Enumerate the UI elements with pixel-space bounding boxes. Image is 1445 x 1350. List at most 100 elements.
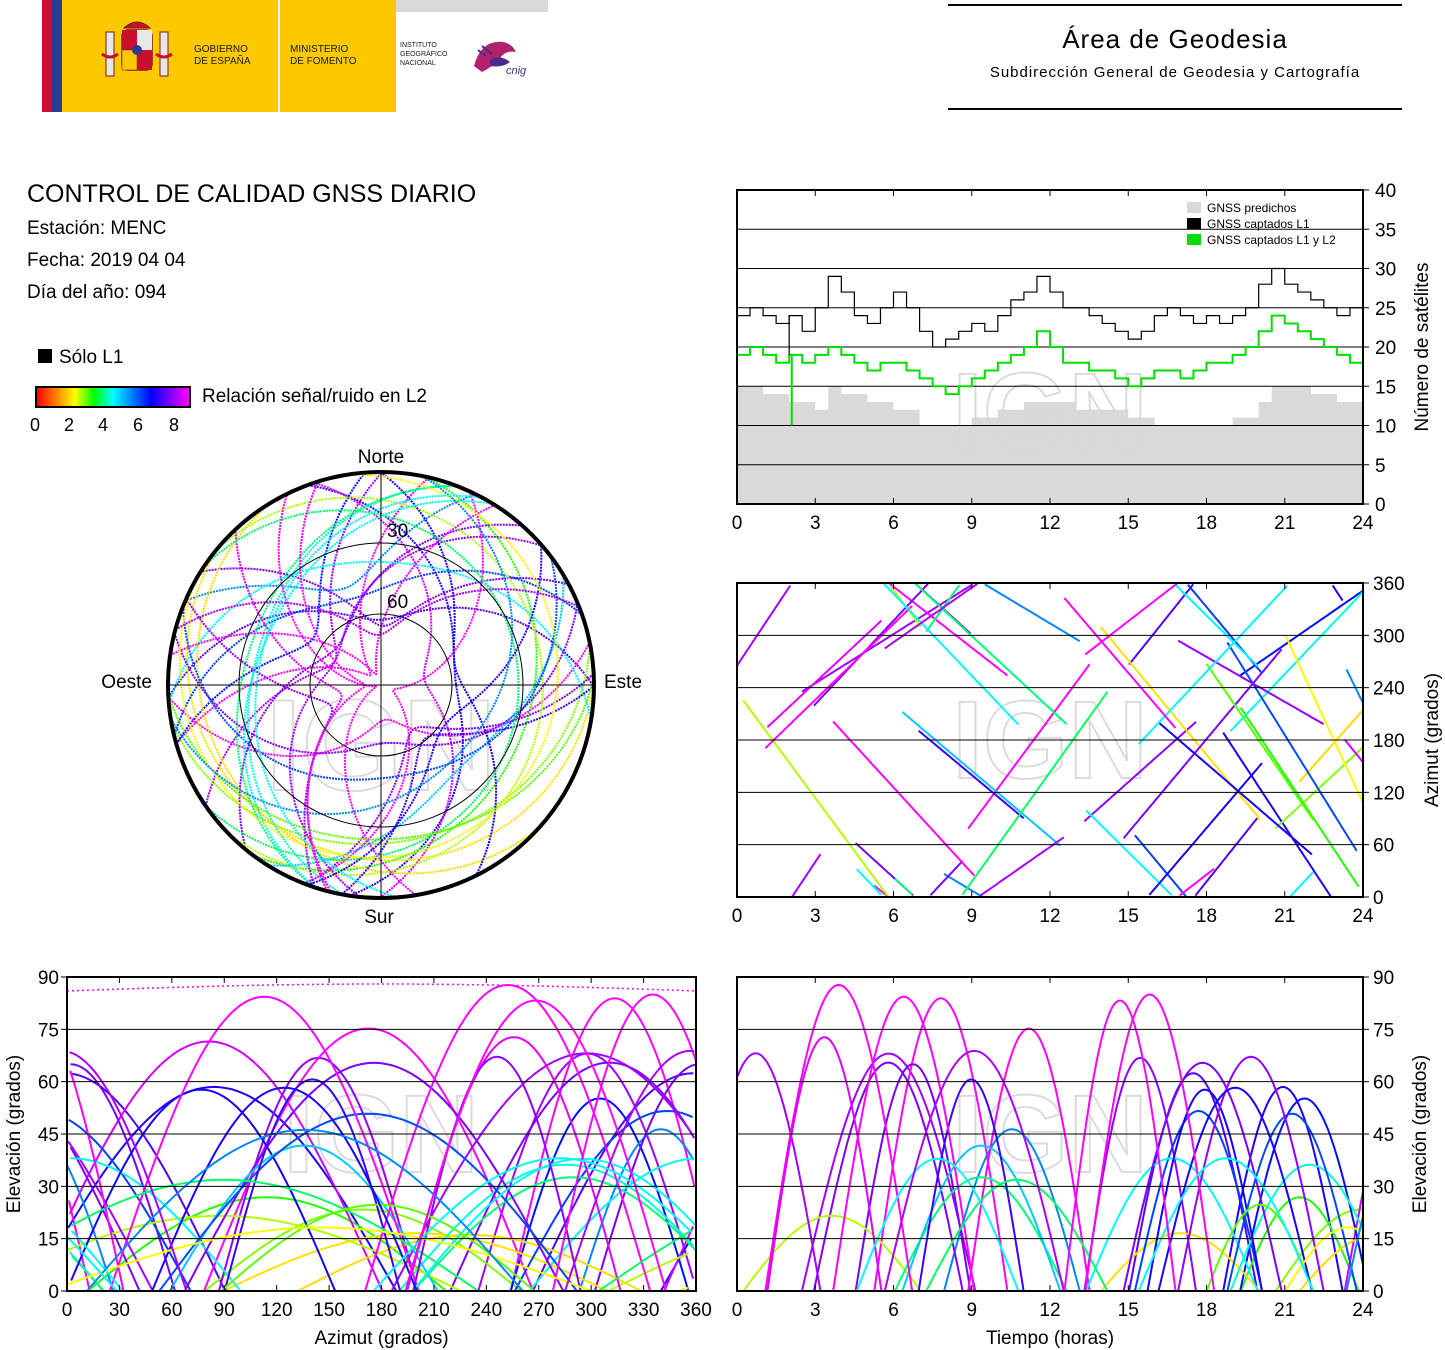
- sky-track: [167, 560, 593, 720]
- x-axis-label: Tiempo (horas): [986, 1328, 1114, 1349]
- sky-track: [169, 504, 496, 676]
- elaz-track: [71, 1157, 696, 1291]
- y-tick-label: 30: [38, 1177, 59, 1198]
- elaz-high-track: [67, 983, 696, 992]
- y-tick-label: 45: [1373, 1125, 1394, 1146]
- az-track: [1157, 721, 1313, 856]
- y-tick-label: 15: [38, 1230, 59, 1251]
- y-axis-label: Número de satélites: [1412, 263, 1433, 432]
- elt-track: [855, 1157, 1020, 1291]
- y-axis-label: Elevación (grados): [1410, 1055, 1431, 1213]
- elt-track: [766, 1036, 883, 1291]
- area-title: Área de Geodesia: [1062, 24, 1288, 54]
- elt-track: [737, 1052, 822, 1291]
- az-track: [1239, 589, 1363, 677]
- y-tick-label: 15: [1373, 1230, 1394, 1251]
- az-track: [918, 729, 1025, 820]
- east-label: Este: [604, 672, 642, 693]
- elaz-track: [220, 1203, 535, 1291]
- az-track: [894, 583, 1068, 896]
- y-tick-label: 30: [1375, 260, 1396, 281]
- colorbar-tick: 6: [133, 415, 144, 435]
- az-track: [1148, 762, 1263, 896]
- y-tick-label: 0: [1375, 495, 1386, 516]
- y-tick-label: 25: [1375, 299, 1396, 320]
- az-track: [1085, 583, 1259, 896]
- ministry-name-2: DE FOMENTO: [290, 56, 357, 67]
- sky-track: [307, 544, 543, 886]
- az-track: [901, 711, 1061, 847]
- x-tick-label: 18: [1196, 1300, 1217, 1321]
- az-track: [764, 605, 913, 749]
- snr-colorbar: [35, 386, 191, 408]
- snr-colorbar-label: Relación señal/ruido en L2: [202, 386, 427, 407]
- ring-label: 30: [387, 521, 408, 542]
- elt-track: [1239, 1097, 1363, 1291]
- y-axis-label: Azimut (grados): [1422, 673, 1443, 807]
- south-label: Sur: [364, 907, 394, 928]
- x-tick-label: 90: [214, 1300, 235, 1321]
- x-tick-label: 24: [1352, 513, 1374, 534]
- x-tick-label: 330: [628, 1300, 660, 1321]
- elt-track: [1177, 1055, 1325, 1291]
- sky-track: [186, 548, 595, 862]
- sky-track: [174, 588, 580, 637]
- logo-top-bar: [396, 0, 548, 12]
- elt-track: [943, 1128, 1081, 1291]
- divider: [948, 108, 1402, 110]
- ign-name-1: INSTITUTO: [400, 42, 437, 49]
- doy-label: Día del año: 094: [27, 282, 167, 303]
- elt-track: [1133, 1109, 1264, 1291]
- elaz-track: [67, 1052, 692, 1291]
- ministry-name-1: MINISTERIO: [290, 44, 349, 55]
- y-tick-label: 240: [1373, 679, 1405, 700]
- elt-track: [967, 1027, 1091, 1291]
- y-tick-label: 75: [1373, 1020, 1394, 1041]
- x-tick-label: 3: [810, 906, 821, 927]
- az-track: [1229, 590, 1363, 732]
- elaz-track: [412, 1055, 582, 1291]
- sky-track: [185, 493, 477, 602]
- legend-swatch: [1187, 202, 1201, 213]
- y-tick-label: 90: [38, 968, 59, 989]
- az-track: [856, 583, 1020, 896]
- sky-track: [182, 556, 558, 781]
- x-tick-label: 150: [313, 1300, 345, 1321]
- elt-track: [1146, 1088, 1263, 1291]
- az-track: [766, 619, 883, 728]
- west-label: Oeste: [101, 672, 152, 693]
- l1-only-swatch: [38, 349, 52, 363]
- x-tick-label: 60: [161, 1300, 182, 1321]
- colorbar-tick: 8: [169, 415, 180, 435]
- elt-track: [925, 1178, 1109, 1291]
- legend-swatch: [1187, 234, 1201, 245]
- az-track: [1205, 663, 1315, 821]
- predicted-area: [737, 386, 1363, 504]
- elt-track: [1085, 1157, 1259, 1291]
- page-title: CONTROL DE CALIDAD GNSS DIARIO: [27, 180, 477, 208]
- y-tick-label: 20: [1375, 338, 1396, 359]
- x-tick-label: 6: [888, 1300, 899, 1321]
- sky-track: [254, 494, 483, 899]
- elt-track: [1157, 1086, 1313, 1291]
- x-tick-label: 270: [523, 1300, 555, 1321]
- elaz-track: [70, 1157, 695, 1291]
- x-tick-label: 21: [1274, 1300, 1295, 1321]
- legend-entry: GNSS captados L1: [1207, 217, 1310, 231]
- x-tick-label: 6: [888, 906, 899, 927]
- y-tick-label: 30: [1373, 1177, 1394, 1198]
- sky-horizon: [166, 470, 596, 900]
- y-tick-label: 75: [38, 1020, 59, 1041]
- elaz-track: [67, 1128, 695, 1291]
- sky-track: [216, 496, 544, 877]
- y-tick-label: 0: [1373, 888, 1384, 909]
- x-tick-label: 300: [575, 1300, 607, 1321]
- sky-track: [314, 481, 455, 899]
- elaz-track: [69, 993, 696, 1291]
- sky-track: [303, 490, 485, 885]
- ring-label: 60: [387, 592, 408, 613]
- x-tick-label: 9: [966, 513, 977, 534]
